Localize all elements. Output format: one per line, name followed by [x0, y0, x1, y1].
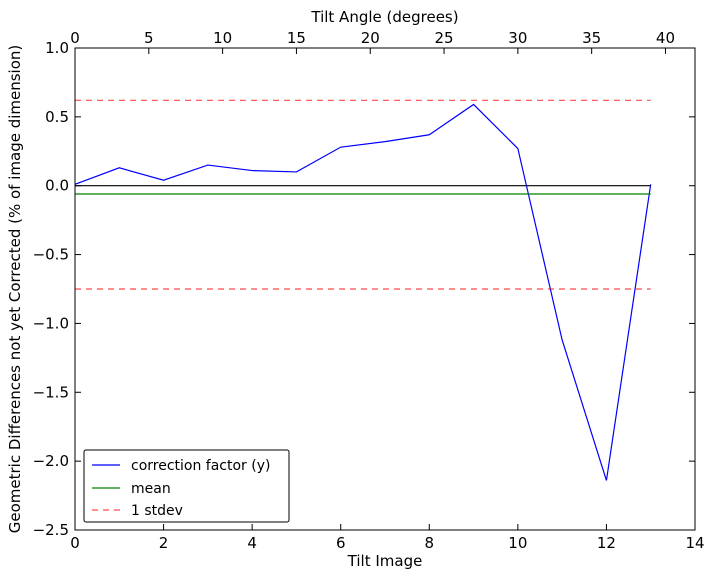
- y-tick-label: −1.0: [33, 314, 69, 332]
- legend-box: [83, 449, 290, 523]
- y-tick-label: 0.5: [45, 108, 69, 126]
- series-layer: [74, 99, 652, 481]
- series-line-correction-factor-y: [74, 103, 652, 481]
- x-tick-label: 8: [425, 534, 435, 552]
- y-axis-title: Geometric Differences not yet Corrected …: [6, 45, 24, 534]
- y-tick-label: 1.0: [45, 39, 69, 57]
- x2-tick-label: 0: [70, 29, 80, 47]
- x-tick-label: 14: [685, 534, 704, 552]
- x-tick-label: 0: [70, 534, 80, 552]
- x2-tick-label: 15: [287, 29, 306, 47]
- x2-tick-label: 35: [582, 29, 601, 47]
- y-tick-label: −2.5: [33, 521, 69, 539]
- y-tick-label: −2.0: [33, 452, 69, 470]
- legend-label-mean: mean: [131, 481, 171, 497]
- x2-tick-label: 25: [435, 29, 454, 47]
- legend-label-correction-factor: correction factor (y): [131, 458, 270, 474]
- plot-frame: [74, 47, 696, 531]
- x-tick-label: 10: [508, 534, 527, 552]
- legend-label-stdev: 1 stdev: [131, 503, 183, 519]
- x-tick-label: 12: [597, 534, 616, 552]
- x2-tick-label: 10: [213, 29, 232, 47]
- legend: correction factor (y) mean 1 stdev: [83, 449, 290, 523]
- y-tick-label: −1.5: [33, 383, 69, 401]
- y-tick-label: 0.0: [45, 177, 69, 195]
- x2-tick-label: 5: [144, 29, 154, 47]
- x-tick-label: 6: [336, 534, 346, 552]
- tick-layer: 0 2 4 6 8 10 12 14 1.0 0.5 0.0 −0.5 −1.0 −1.5 −2.0 −2.5…: [33, 29, 705, 552]
- x2-axis-title: Tilt Angle (degrees): [310, 8, 458, 26]
- x2-tick-label: 40: [656, 29, 675, 47]
- x2-tick-label: 20: [361, 29, 380, 47]
- x-tick-label: 2: [159, 534, 169, 552]
- x2-tick-label: 30: [508, 29, 527, 47]
- y-tick-label: −0.5: [33, 246, 69, 264]
- x-tick-label: 4: [247, 534, 257, 552]
- x-axis-title: Tilt Image: [347, 552, 423, 570]
